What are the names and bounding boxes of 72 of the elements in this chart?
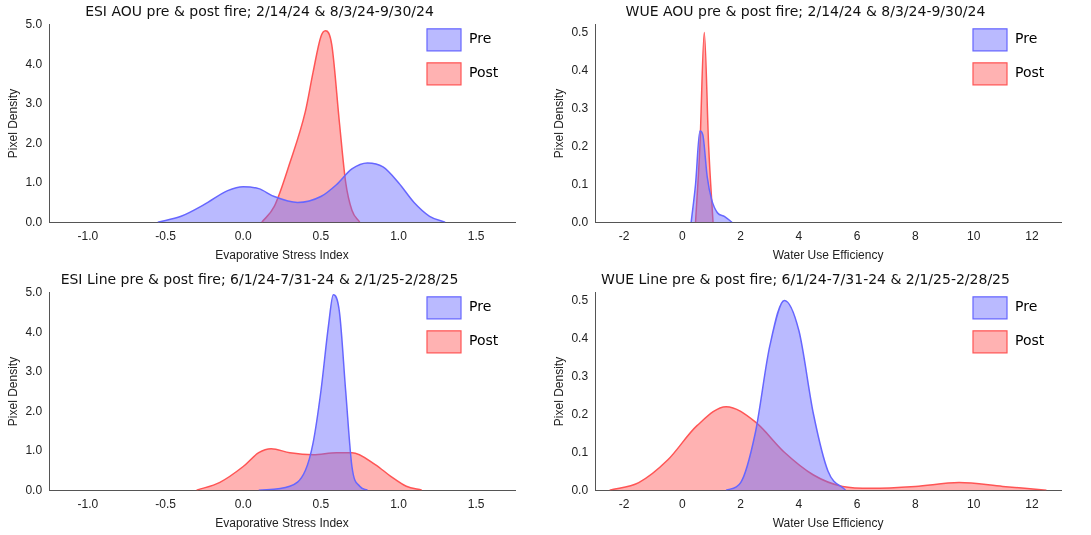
x-tick-label: 0 [679, 228, 687, 243]
legend-label: Pre [469, 298, 492, 315]
y-axis-title: Pixel Density [551, 88, 566, 159]
x-tick-label: 0.0 [234, 228, 252, 243]
legend-label: Post [469, 64, 499, 81]
x-tick-label: 12 [1025, 496, 1039, 511]
chart-title: WUE AOU pre & post fire; 2/14/24 & 8/3/24-9/30/24 [625, 3, 986, 20]
y-tick-label: 0.3 [571, 368, 589, 383]
x-tick-label: 8 [912, 496, 920, 511]
y-tick-label: 0.0 [571, 214, 589, 229]
x-tick-label: 4 [795, 228, 803, 243]
x-tick-label: 6 [853, 228, 861, 243]
y-axis-title: Pixel Density [5, 356, 20, 427]
y-tick-label: 2.0 [25, 135, 43, 150]
y-tick-label: 0.4 [571, 62, 589, 77]
y-tick-label: 4.0 [25, 56, 43, 71]
x-axis-title: Evaporative Stress Index [215, 516, 349, 531]
x-tick-label: 2 [737, 228, 745, 243]
x-tick-label: 1.0 [390, 496, 408, 511]
y-tick-label: 0.5 [571, 24, 589, 39]
x-tick-label: 0.5 [312, 496, 330, 511]
x-tick-label: 1.5 [467, 228, 485, 243]
x-tick-label: 8 [912, 228, 920, 243]
y-tick-label: 5.0 [25, 285, 43, 300]
x-tick-label: 0 [679, 496, 687, 511]
y-tick-label: 0.2 [571, 406, 589, 421]
y-tick-label: 1.0 [25, 175, 43, 190]
y-tick-label: 0.0 [25, 482, 43, 497]
x-tick-label: -2 [618, 496, 630, 511]
x-tick-label: -2 [618, 228, 630, 243]
x-tick-label: 4 [795, 496, 803, 511]
y-axis-title: Pixel Density [551, 356, 566, 427]
chart-title: WUE Line pre & post fire; 6/1/24-7/31-24 & 2/1/25-2/28/25 [601, 271, 1010, 288]
y-tick-label: 4.0 [25, 324, 43, 339]
chart-title: ESI Line pre & post fire; 6/1/24-7/31-24 & 2/1/25-2/28/25 [60, 271, 459, 288]
x-tick-label: -1.0 [77, 228, 99, 243]
y-tick-label: 0.4 [571, 330, 589, 345]
y-tick-label: 0.0 [571, 482, 589, 497]
x-axis-title: Water Use Efficiency [772, 248, 884, 263]
y-tick-label: 0.1 [571, 444, 589, 459]
y-tick-label: 1.0 [25, 443, 43, 458]
x-tick-label: 10 [966, 496, 981, 511]
x-tick-label: 0.0 [234, 496, 252, 511]
y-axis-title: Pixel Density [5, 88, 20, 159]
y-tick-label: 0.0 [25, 214, 43, 229]
x-tick-label: 12 [1025, 228, 1039, 243]
legend-label: Post [469, 332, 499, 349]
x-tick-label: 10 [966, 228, 981, 243]
chart-title: ESI AOU pre & post fire; 2/14/24 & 8/3/24-9/30/24 [85, 3, 434, 20]
x-tick-label: -0.5 [155, 228, 177, 243]
x-tick-label: 6 [853, 496, 861, 511]
legend-label: Pre [1015, 298, 1038, 315]
x-tick-label: 0.5 [312, 228, 330, 243]
legend-label: Pre [469, 30, 492, 47]
x-tick-label: -0.5 [155, 496, 177, 511]
y-tick-label: 3.0 [25, 96, 43, 111]
x-tick-label: -1.0 [77, 496, 99, 511]
x-axis-title: Evaporative Stress Index [215, 248, 349, 263]
y-tick-label: 0.1 [571, 176, 589, 191]
legend-label: Post [1015, 332, 1045, 349]
legend-label: Post [1015, 64, 1045, 81]
y-tick-label: 0.3 [571, 100, 589, 115]
y-tick-label: 0.2 [571, 138, 589, 153]
y-tick-label: 0.5 [571, 292, 589, 307]
x-tick-label: 2 [737, 496, 745, 511]
legend-label: Pre [1015, 30, 1038, 47]
x-tick-label: 1.0 [390, 228, 408, 243]
y-tick-label: 3.0 [25, 364, 43, 379]
y-tick-label: 2.0 [25, 403, 43, 418]
x-axis-title: Water Use Efficiency [772, 516, 884, 531]
y-tick-label: 5.0 [25, 17, 43, 32]
x-tick-label: 1.5 [467, 496, 485, 511]
